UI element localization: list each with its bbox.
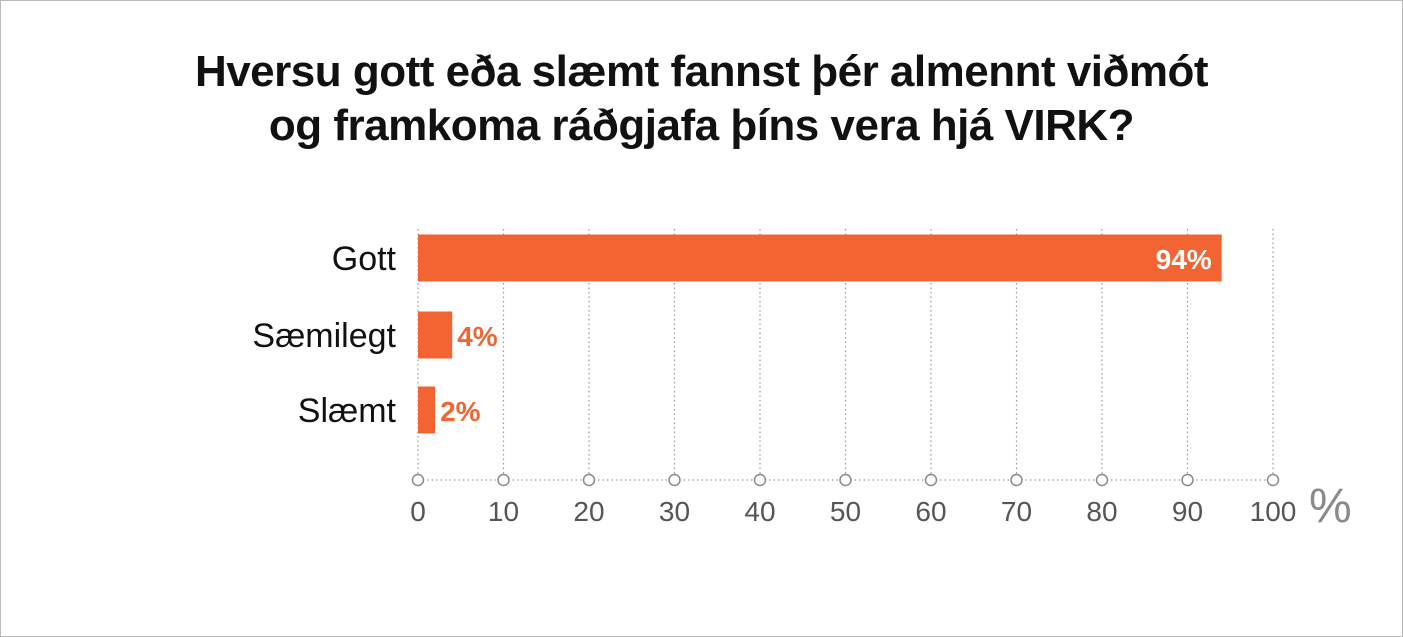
tick-marker-60 <box>924 473 938 487</box>
tick-label-60: 60 <box>915 496 946 527</box>
chart-title-line-1: Hversu gott eða slæmt fannst þér almennt… <box>194 47 1209 96</box>
chart-title-line-2: og framkoma ráðgjafa þíns vera hjá VIRK? <box>268 101 1135 150</box>
chart-title: Hversu gott eða slæmt fannst þér almennt… <box>1 45 1402 153</box>
tick-label-40: 40 <box>744 496 775 527</box>
data-label-1: 4% <box>457 321 498 352</box>
tick-label-80: 80 <box>1086 496 1117 527</box>
tick-label-30: 30 <box>659 496 690 527</box>
tick-marker-40 <box>753 473 767 487</box>
tick-marker-100 <box>1266 473 1280 487</box>
tick-marker-80 <box>1095 473 1109 487</box>
tick-label-90: 90 <box>1172 496 1203 527</box>
tick-marker-50 <box>839 473 852 487</box>
tick-marker-20 <box>582 473 596 487</box>
tick-marker-0 <box>411 473 425 487</box>
tick-marker-90 <box>1181 473 1194 487</box>
bar-0 <box>418 234 1222 282</box>
tick-label-100: 100 <box>1250 496 1297 527</box>
data-label-2: 2% <box>440 396 481 427</box>
tick-marker-70 <box>1010 473 1023 487</box>
x-unit-label: % <box>1309 480 1352 533</box>
category-label-2: Slæmt <box>298 392 397 430</box>
tick-marker-10 <box>497 473 510 487</box>
tick-label-70: 70 <box>1001 496 1032 527</box>
bar-1 <box>418 311 453 359</box>
data-label-0: 94% <box>1156 244 1212 275</box>
tick-marker-30 <box>668 473 681 487</box>
tick-label-20: 20 <box>573 496 604 527</box>
tick-label-10: 10 <box>488 496 519 527</box>
category-label-1: Sæmilegt <box>252 317 396 355</box>
category-label-0: Gott <box>332 240 397 278</box>
tick-label-0: 0 <box>410 496 426 527</box>
tick-label-50: 50 <box>830 496 861 527</box>
bar-2 <box>418 386 436 434</box>
